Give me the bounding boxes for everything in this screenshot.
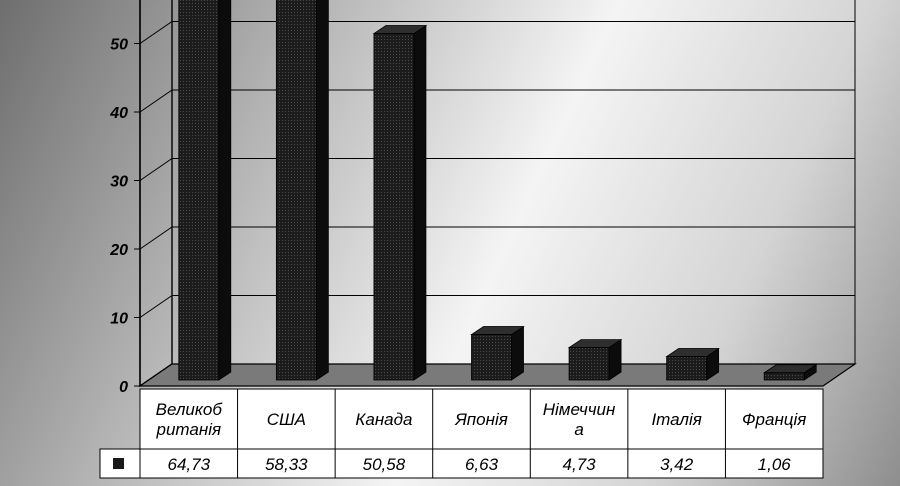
bar-side [413, 24, 427, 381]
category-label: Канада [355, 410, 412, 429]
bar-front [471, 334, 512, 381]
table-value-row [99, 448, 824, 479]
category-label: Італія [651, 410, 701, 429]
value-label: 58,33 [265, 455, 308, 474]
y-tick-label: 10 [110, 311, 128, 328]
gridline [139, 158, 855, 181]
bar-front [373, 33, 415, 381]
category-label: а [574, 420, 583, 439]
bar-front [568, 347, 610, 381]
bar-front [666, 356, 708, 381]
category-label: ританія [156, 420, 222, 439]
back-wall [171, 0, 856, 365]
category-label: Франція [742, 410, 806, 429]
bar [567, 338, 623, 381]
value-label: 1,06 [758, 455, 792, 474]
bar-front [275, 0, 317, 381]
y-tick-label: 30 [110, 174, 128, 191]
bar [275, 0, 329, 381]
category-label: США [267, 410, 306, 429]
y-tick-label: 40 [109, 105, 128, 122]
bar-side [218, 0, 232, 381]
gridline [139, 295, 855, 318]
side-wall [139, 0, 173, 388]
gridline [139, 21, 855, 44]
bar-front [763, 372, 805, 381]
bar [665, 347, 720, 381]
value-label: 50,58 [363, 455, 406, 474]
value-label: 6,63 [465, 455, 499, 474]
bar [178, 0, 232, 381]
gridline [139, 226, 855, 250]
gridline [139, 89, 855, 113]
bar [372, 24, 428, 381]
category-label: Великоб [156, 400, 224, 419]
value-label: 64,73 [168, 455, 211, 474]
value-label: 4,73 [563, 455, 597, 474]
legend-key-swatch [113, 458, 124, 469]
bar-side [511, 325, 524, 381]
y-tick-label: 50 [110, 37, 128, 54]
y-tick-label: 0 [119, 379, 128, 396]
value-label: 3,42 [660, 455, 694, 474]
bar [762, 363, 818, 381]
bar-front [178, 0, 220, 381]
y-axis: 010203040506070 [109, 0, 141, 396]
gridlines [139, 21, 855, 318]
category-label: Японія [454, 410, 508, 429]
category-label: Німеччин [543, 400, 616, 419]
table-header-row [139, 388, 824, 450]
bars [178, 0, 818, 381]
bar [470, 325, 525, 381]
y-tick-label: 20 [109, 242, 128, 259]
bar-side [315, 0, 329, 381]
